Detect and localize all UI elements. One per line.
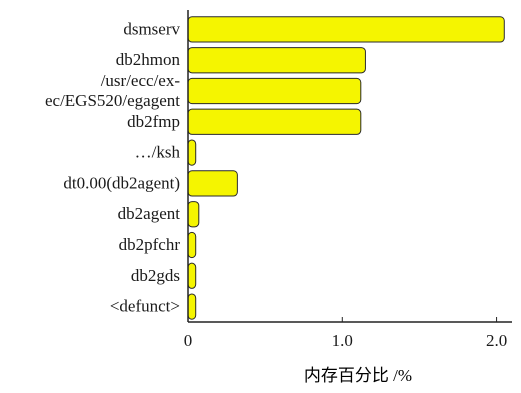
category-label-line: <defunct> [110, 297, 180, 316]
category-label-line: ec/EGS520/egagent [45, 91, 180, 110]
x-tick-label: 1.0 [332, 331, 353, 350]
bar-0 [187, 16, 505, 43]
category-label-2: /usr/ecc/ex-ec/EGS520/egagent [45, 71, 180, 110]
bar-2 [187, 77, 362, 105]
category-label-1: db2hmon [116, 50, 181, 69]
category-label-9: <defunct> [110, 297, 180, 316]
x-tick-labels: 0 1.0 2.0 [184, 317, 507, 350]
category-label-line: /usr/ecc/ex- [101, 71, 181, 90]
bar-4 [187, 139, 197, 166]
bar-7 [187, 231, 197, 259]
category-label-line: db2gds [131, 266, 180, 285]
category-label-5: dt0.00(db2agent) [63, 173, 180, 192]
category-label-8: db2gds [131, 266, 180, 285]
category-label-3: db2fmp [127, 112, 180, 131]
bar-6 [187, 201, 200, 228]
category-label-line: dsmserv [123, 19, 180, 38]
category-label-4: …/ksh [135, 143, 181, 162]
category-label-line: db2fmp [127, 112, 180, 131]
bar-9 [187, 293, 197, 320]
category-label-line: dt0.00(db2agent) [63, 173, 180, 192]
category-labels: dsmserv db2hmon/usr/ecc/ex-ec/EGS520/egag… [45, 19, 181, 315]
x-tick-label: 0 [184, 331, 193, 350]
bars-layer [187, 16, 505, 320]
x-axis-title: 内存百分比 /% [304, 366, 412, 385]
bar-8 [187, 262, 197, 289]
category-label-0: dsmserv [123, 19, 180, 38]
category-label-line: …/ksh [135, 143, 181, 162]
bar-5 [187, 170, 238, 197]
category-label-line: db2hmon [116, 50, 181, 69]
category-label-7: db2pfchr [119, 235, 181, 254]
x-tick-label: 2.0 [486, 331, 507, 350]
category-label-6: db2agent [118, 204, 181, 223]
category-label-line: db2agent [118, 204, 181, 223]
bar-3 [187, 108, 362, 135]
axis-layer [187, 10, 512, 323]
bar-1 [187, 47, 366, 74]
category-label-line: db2pfchr [119, 235, 181, 254]
